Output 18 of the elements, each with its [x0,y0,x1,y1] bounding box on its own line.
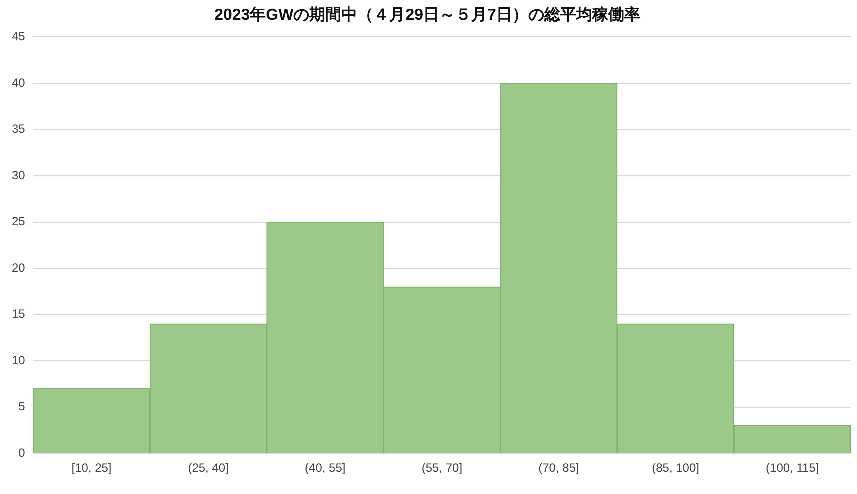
x-tick-label: [10, 25] [72,461,112,476]
x-tick-label: (25, 40] [188,461,229,476]
chart-title: 2023年GWの期間中（４月29日～５月7日）の総平均稼働率 [214,5,640,24]
y-tick-label: 30 [12,168,26,182]
y-tick-label: 35 [12,122,26,136]
y-tick-label: 15 [12,307,26,322]
x-tick-label: (85, 100] [652,461,700,476]
y-tick-label: 25 [12,214,26,229]
y-tick-label: 45 [12,30,26,44]
x-tick-label: (55, 70] [422,461,463,476]
x-tick-label: (70, 85] [538,461,580,476]
x-tick-label: (40, 55] [305,461,346,476]
x-tick-label: (100, 115] [766,461,820,476]
y-tick-label: 40 [12,76,26,90]
y-tick-label: 5 [18,400,26,414]
y-tick-label: 0 [18,446,26,460]
y-tick-label: 10 [12,353,26,368]
y-tick-label: 20 [12,260,26,275]
